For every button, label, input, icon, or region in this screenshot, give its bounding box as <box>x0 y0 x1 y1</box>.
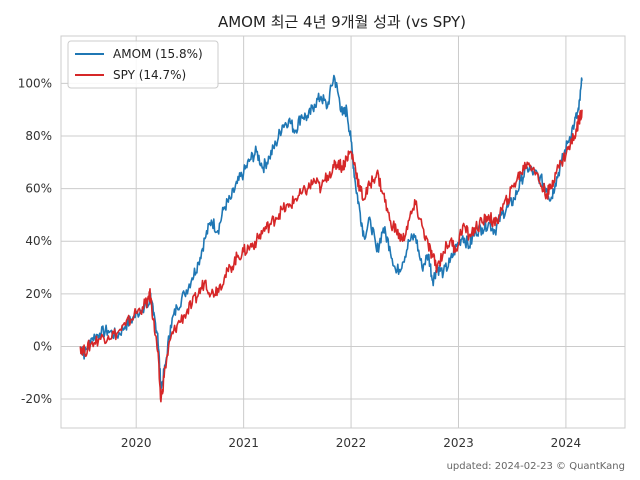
y-tick-label: -20% <box>21 392 52 406</box>
grid-lines <box>61 36 625 428</box>
legend-label-spy: SPY (14.7%) <box>113 68 186 82</box>
y-tick-label: 80% <box>25 129 52 143</box>
legend: AMOM (15.8%) SPY (14.7%) <box>67 40 219 89</box>
y-tick-label: 60% <box>25 182 52 196</box>
legend-box <box>67 40 219 89</box>
series-line-spy <box>79 109 583 403</box>
y-tick-label: 20% <box>25 287 52 301</box>
plot-area-frame <box>60 35 626 429</box>
y-tick-label: 100% <box>18 76 52 90</box>
x-tick-label: 2022 <box>336 436 367 450</box>
y-tick-label: 40% <box>25 234 52 248</box>
x-tick-label: 2020 <box>121 436 152 450</box>
legend-label-amom: AMOM (15.8%) <box>113 47 203 61</box>
updated-footer: updated: 2024-02-23 © QuantKang <box>447 461 625 472</box>
y-axis-ticks: -20% 0% 20% 40% 60% 80% 100% <box>18 76 52 406</box>
x-tick-label: 2024 <box>551 436 582 450</box>
series-lines <box>79 74 583 403</box>
chart-title: AMOM 최근 4년 9개월 성과 (vs SPY) <box>218 13 466 31</box>
x-tick-label: 2021 <box>228 436 259 450</box>
x-tick-label: 2023 <box>443 436 474 450</box>
x-axis-ticks: 2020 2021 2022 2023 2024 <box>121 436 581 450</box>
y-tick-label: 0% <box>33 339 52 353</box>
